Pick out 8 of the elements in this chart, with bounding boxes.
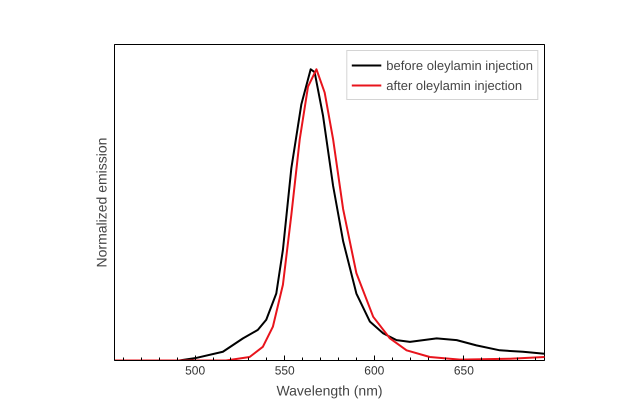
legend-label: after oleylamin injection [386, 78, 522, 92]
y-axis-title: Normalized emission [94, 138, 110, 268]
x-tick-label: 600 [364, 364, 385, 378]
x-tick-label: 650 [454, 364, 474, 378]
legend-label: before oleylamin injection [386, 58, 533, 72]
x-tick-label: 550 [274, 364, 296, 378]
x-axis-title: Wavelength (nm) [276, 382, 383, 398]
x-tick-label: 500 [185, 364, 206, 378]
